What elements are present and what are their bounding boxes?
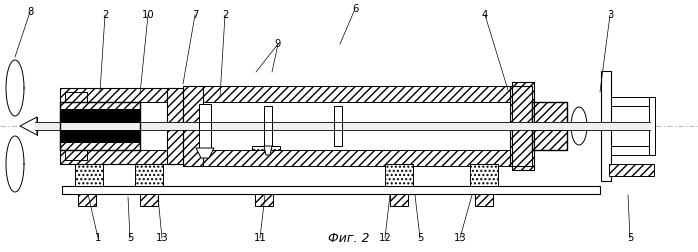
Bar	[65, 150, 87, 160]
Text: 5: 5	[627, 233, 633, 243]
Ellipse shape	[571, 107, 587, 145]
Bar	[532, 122, 567, 130]
Bar	[510, 86, 532, 166]
Bar	[264, 106, 272, 146]
Bar	[611, 97, 651, 106]
Text: 12: 12	[378, 233, 392, 243]
Bar	[532, 130, 567, 150]
Bar	[167, 88, 183, 164]
Bar	[334, 106, 342, 146]
Text: 1: 1	[95, 233, 101, 243]
Bar	[60, 130, 140, 143]
Bar	[510, 86, 532, 166]
Text: 2: 2	[222, 10, 228, 20]
Bar	[35, 122, 650, 130]
Bar	[255, 194, 273, 206]
Text: 10: 10	[142, 10, 154, 20]
Bar	[167, 88, 183, 164]
Bar	[475, 194, 493, 206]
Text: Фиг. 2: Фиг. 2	[328, 232, 370, 245]
Text: 11: 11	[253, 233, 267, 243]
Text: 5: 5	[127, 233, 133, 243]
Text: 9: 9	[275, 39, 281, 49]
Bar	[183, 86, 203, 166]
Bar	[601, 71, 611, 181]
Bar	[60, 109, 140, 122]
Bar	[60, 102, 140, 122]
Bar	[75, 164, 103, 186]
Bar	[252, 146, 280, 166]
Bar	[199, 104, 211, 148]
Bar	[609, 164, 654, 176]
Bar	[611, 146, 651, 155]
Text: 8: 8	[27, 7, 33, 17]
Text: 13: 13	[454, 233, 466, 243]
Bar	[649, 97, 655, 155]
Bar	[390, 194, 408, 206]
Bar	[512, 82, 534, 170]
Bar	[78, 194, 96, 206]
Text: 4: 4	[482, 10, 488, 20]
Bar	[512, 82, 534, 170]
Bar	[60, 102, 140, 150]
Bar	[60, 130, 140, 150]
Text: 3: 3	[607, 10, 613, 20]
Bar	[470, 164, 498, 186]
Bar	[183, 150, 530, 166]
Bar	[60, 150, 175, 164]
Text: 13: 13	[156, 233, 168, 243]
Bar	[60, 88, 175, 102]
Bar	[60, 88, 175, 164]
Text: 6: 6	[352, 4, 358, 14]
Polygon shape	[20, 117, 37, 135]
Bar	[183, 86, 530, 102]
Bar	[532, 102, 567, 122]
Bar	[62, 186, 600, 194]
Bar	[532, 102, 567, 150]
Text: 7: 7	[192, 10, 198, 20]
Text: 5: 5	[417, 233, 423, 243]
Polygon shape	[196, 148, 214, 158]
Polygon shape	[264, 146, 272, 155]
Text: 2: 2	[102, 10, 108, 20]
Bar	[183, 86, 203, 166]
Bar	[135, 164, 163, 186]
Bar	[60, 122, 140, 130]
Bar	[140, 194, 158, 206]
Bar	[385, 164, 413, 186]
Bar	[65, 92, 87, 102]
